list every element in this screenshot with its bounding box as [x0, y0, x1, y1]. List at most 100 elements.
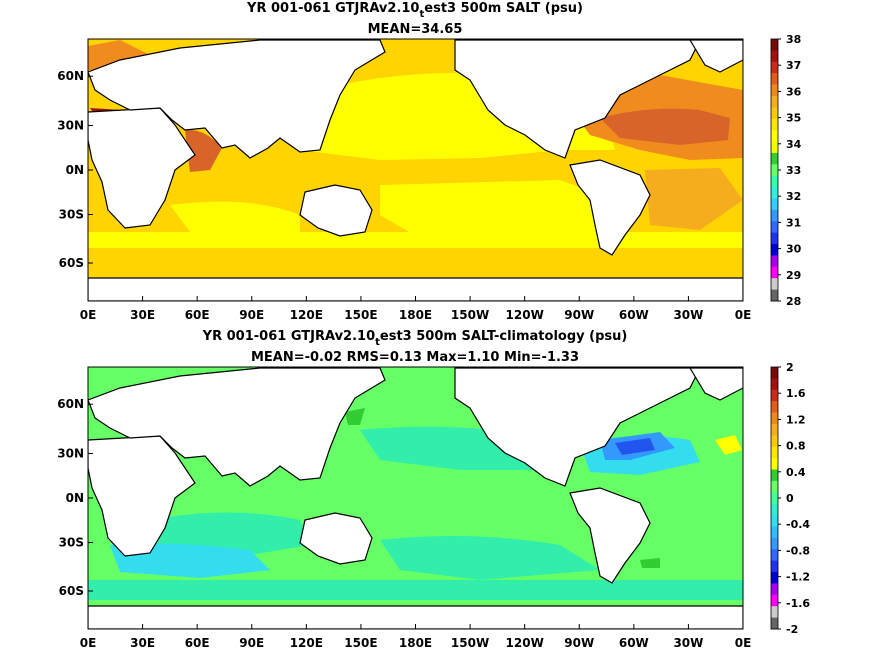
x-tick-label: 90E [239, 636, 264, 650]
colorbar-segment [771, 526, 778, 539]
salt-south-atlantic-high [645, 168, 743, 230]
colorbar-tick-label: 31 [786, 216, 801, 229]
colorbar-segment [771, 367, 778, 379]
x-tick-label: 150E [344, 308, 377, 322]
colorbar-tick-label: 1.2 [786, 413, 806, 426]
colorbar-tick-label: -0.8 [786, 544, 810, 557]
salt-map [88, 39, 743, 301]
anomaly-neg-south-pacific [380, 536, 600, 580]
colorbar-segment [771, 118, 778, 131]
colorbar-tick-label: -1.2 [786, 571, 810, 584]
colorbar-segment [771, 435, 778, 448]
colorbar-tick-label: 35 [786, 112, 801, 125]
colorbar-tick-label: 29 [786, 269, 801, 282]
colorbar-segment [771, 572, 778, 584]
colorbar-segment [771, 130, 778, 143]
panel-salt-title-line1: YR 001-061 GTJRAv2.10test3 500m SALT (ps… [246, 1, 583, 20]
x-tick-label: 30W [673, 636, 703, 650]
colorbar-tick-label: -0.4 [786, 518, 810, 531]
x-tick-label: 90W [564, 636, 594, 650]
y-tick-label: 60S [59, 256, 84, 270]
salt-land-australia [299, 184, 373, 237]
y-tick-label: 0N [66, 163, 84, 177]
y-tick-label: 30N [57, 446, 84, 460]
anomaly-pos-med [715, 435, 742, 455]
salt-arctic [88, 40, 150, 70]
panel-salt-title-line2: MEAN=34.65 [368, 22, 463, 37]
colorbar-segment [771, 141, 778, 154]
colorbar-segment [771, 617, 778, 630]
colorbar-segment [771, 95, 778, 108]
anomaly-pos-north [345, 408, 365, 425]
x-tick-label: 30W [673, 308, 703, 322]
salt-land-south-america [569, 159, 651, 256]
y-tick-label: 30S [59, 208, 84, 222]
salt-indian-high [170, 201, 300, 232]
colorbar-segment [771, 198, 778, 211]
colorbar-segment [771, 175, 778, 188]
x-tick-label: 120E [290, 636, 323, 650]
salt-x-axis: 0E 30E 60E 90E 120E 150E 180E 150W 120W 90W 60W 30W… [80, 296, 752, 322]
colorbar-segment [771, 187, 778, 199]
colorbar-segment [771, 606, 778, 619]
x-tick-label: 150W [451, 636, 489, 650]
x-tick-label: 60E [185, 636, 210, 650]
salt-arabian [185, 129, 222, 172]
x-tick-label: 0E [80, 636, 97, 650]
colorbar-segment [771, 492, 778, 505]
anomaly-map [88, 367, 743, 629]
colorbar-segment [771, 594, 778, 607]
x-tick-label: 180E [399, 636, 432, 650]
anomaly-gulf-core [615, 438, 655, 455]
colorbar-segment [771, 389, 778, 402]
salt-south-pacific-high [380, 180, 615, 240]
colorbar-segment [771, 61, 778, 74]
x-tick-label: 0E [735, 308, 752, 322]
colorbar-segment [771, 84, 778, 97]
colorbar-segment [771, 560, 778, 573]
colorbar-segment [771, 107, 778, 120]
colorbar-segment [771, 537, 778, 550]
colorbar-segment [771, 73, 778, 86]
panel-anomaly-title-line1: YR 001-061 GTJRAv2.10test3 500m SALT-cli… [202, 329, 628, 348]
y-tick-label: 60S [59, 584, 84, 598]
colorbar-segment [771, 50, 778, 63]
anomaly-neg-southern-band [88, 580, 743, 600]
colorbar-segment [771, 152, 778, 165]
colorbar-segment [771, 39, 778, 51]
colorbar-tick-label: 38 [786, 33, 801, 46]
colorbar-tick-label: 2 [786, 361, 794, 374]
x-tick-label: 60W [619, 636, 649, 650]
anomaly-land-greenland [688, 367, 743, 401]
panel-salt: YR 001-061 GTJRAv2.10test3 500m SALT (ps… [57, 1, 801, 322]
colorbar-segment [771, 503, 778, 516]
x-tick-label: 120W [506, 308, 544, 322]
salt-y-axis: 60N 30N 0N 30S 60S [57, 69, 93, 270]
colorbar-segment [771, 266, 778, 279]
colorbar-tick-label: 28 [786, 295, 801, 308]
colorbar-segment [771, 255, 778, 268]
x-tick-label: 90E [239, 308, 264, 322]
salt-land-greenland [688, 39, 743, 73]
colorbar-segment [771, 221, 778, 234]
salt-land-africa [88, 107, 196, 229]
x-tick-label: 150W [451, 308, 489, 322]
colorbar-tick-label: 36 [786, 85, 802, 98]
colorbar-segment [771, 378, 778, 391]
anomaly-land-antarctica [88, 605, 743, 629]
anomaly-land-australia [299, 512, 373, 565]
colorbar-segment [771, 458, 778, 471]
colorbar-tick-label: 30 [786, 243, 802, 256]
colorbar-tick-label: 34 [786, 138, 802, 151]
colorbar-segment [771, 515, 778, 527]
colorbar-tick-label: 37 [786, 59, 801, 72]
colorbar-tick-label: 1.6 [786, 387, 806, 400]
colorbar-segment [771, 549, 778, 562]
colorbar-tick-label: -1.6 [786, 597, 810, 610]
x-tick-label: 120W [506, 636, 544, 650]
colorbar-segment [771, 209, 778, 222]
anomaly-land-south-america [569, 487, 651, 584]
colorbar-segment [771, 289, 778, 302]
colorbar-segment [771, 423, 778, 436]
